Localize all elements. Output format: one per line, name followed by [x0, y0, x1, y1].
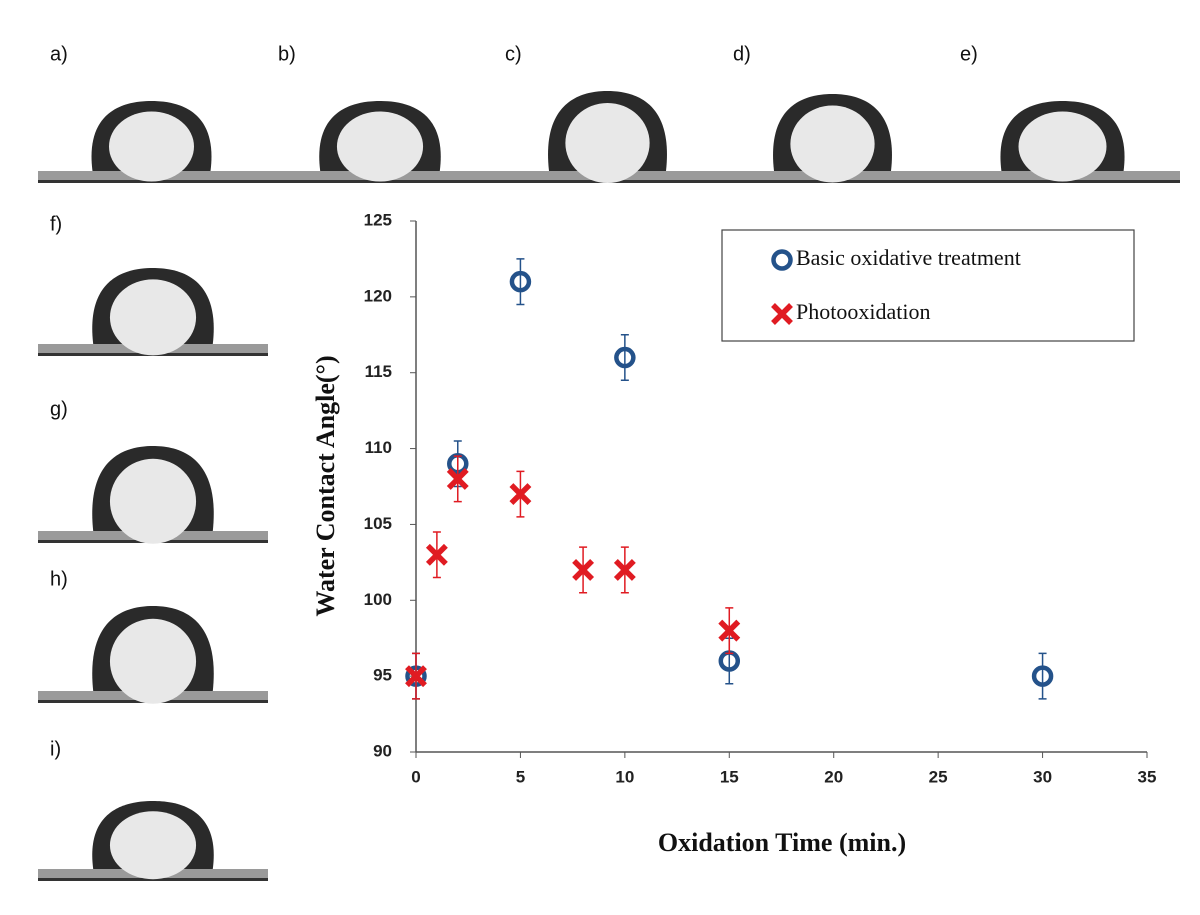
panel-label: d) — [733, 43, 751, 65]
droplet-photos: a) b) c) d) e) f) g) h) i) — [38, 43, 1180, 883]
droplet-highlight — [109, 111, 194, 182]
circle-marker — [614, 346, 636, 369]
x-tick-label: 30 — [1033, 767, 1052, 786]
y-tick-label: 95 — [373, 666, 392, 685]
y-tick-label: 100 — [364, 590, 392, 609]
x-tick-label: 10 — [615, 767, 634, 786]
panel-label: e) — [960, 43, 978, 65]
error-bar — [1038, 652, 1047, 700]
droplet-highlight — [1018, 111, 1107, 182]
cross-marker — [613, 558, 636, 581]
x-axis-title: Oxidation Time (min.) — [658, 828, 906, 857]
droplet-highlight — [109, 458, 197, 544]
y-tick-label: 115 — [365, 362, 392, 381]
circle-marker — [509, 270, 532, 293]
y-axis-title: Water Contact Angle(°) — [311, 355, 340, 616]
cross-marker — [425, 543, 448, 566]
error-bar — [620, 334, 629, 382]
cross-marker — [446, 467, 469, 490]
cross-marker — [718, 619, 741, 642]
panel-label: g) — [50, 398, 68, 420]
x-tick-label: 35 — [1138, 767, 1157, 786]
circle-marker — [1031, 665, 1054, 687]
x-tick-label: 15 — [720, 767, 739, 786]
x-tick-label: 25 — [929, 767, 948, 786]
panel-label: a) — [50, 43, 68, 65]
panel-label: c) — [505, 43, 522, 65]
y-tick-label: 90 — [373, 741, 392, 760]
droplet-highlight — [109, 618, 197, 704]
droplet-highlight — [565, 103, 650, 183]
legend-marker — [771, 303, 793, 325]
legend-label: Photooxidation — [796, 299, 930, 324]
x-tick-label: 20 — [824, 767, 843, 786]
y-tick-label: 120 — [364, 286, 392, 305]
x-tick-label: 5 — [516, 767, 525, 786]
droplet-highlight — [336, 111, 424, 182]
legend-marker — [771, 249, 793, 271]
y-tick-label: 110 — [365, 438, 392, 457]
error-bar — [516, 258, 525, 306]
droplet-highlight — [109, 279, 197, 356]
panel-label: h) — [50, 568, 68, 590]
legend-label: Basic oxidative treatment — [796, 245, 1021, 270]
substrate-edge — [38, 878, 268, 881]
y-tick-label: 125 — [364, 210, 392, 229]
cross-marker — [572, 558, 595, 581]
cross-marker — [405, 665, 427, 688]
panel-label: f) — [50, 213, 62, 235]
cross-marker — [509, 483, 532, 506]
droplet-highlight — [790, 105, 875, 183]
x-tick-label: 0 — [411, 767, 420, 786]
droplet-highlight — [109, 811, 197, 880]
panel-label: b) — [278, 43, 296, 65]
y-tick-label: 105 — [364, 514, 392, 533]
panel-label: i) — [50, 738, 61, 760]
